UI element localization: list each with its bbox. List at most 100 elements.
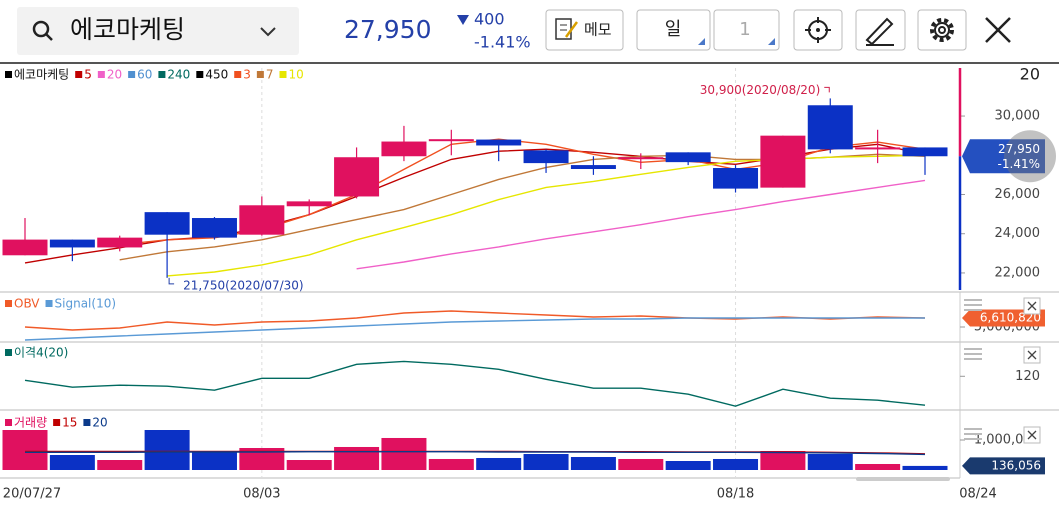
panel-close-icon <box>1027 301 1037 311</box>
legend-swatch <box>75 71 83 78</box>
legend-label: 3 <box>243 68 251 82</box>
crosshair-dot <box>816 28 820 32</box>
corner-label: 20 <box>1020 65 1040 84</box>
x-tick-label: 08/24 <box>959 487 996 502</box>
y-tick-label: 24,000 <box>995 226 1041 241</box>
legend-swatch <box>256 71 264 78</box>
legend-swatch <box>5 300 12 307</box>
candle-body <box>807 105 853 150</box>
candle-body <box>428 139 474 142</box>
x-tick-label: 08/18 <box>717 487 754 502</box>
current-value-tag <box>962 457 1045 475</box>
low-annotation: 21,750(2020/07/30) <box>183 278 304 292</box>
gear-teeth <box>930 18 954 42</box>
price-change-pct: -1.41% <box>474 33 531 52</box>
candle-body <box>570 165 616 169</box>
moving-average-line <box>356 179 926 270</box>
stock-name: 에코마케팅 <box>70 15 185 44</box>
legend-label: 5 <box>84 68 92 82</box>
scrollbar[interactable] <box>856 477 950 481</box>
candle-body <box>713 168 759 189</box>
pen-icon <box>865 17 894 46</box>
gear-icon <box>934 22 950 38</box>
high-annotation-arrow <box>824 86 830 93</box>
volume-bar <box>807 454 853 470</box>
price-change: 400 <box>474 10 505 29</box>
legend-label: 450 <box>205 68 228 82</box>
legend-label: 7 <box>266 68 274 82</box>
legend-swatch <box>5 349 12 356</box>
settings-button[interactable] <box>917 9 967 51</box>
search-box[interactable] <box>17 7 299 55</box>
dropdown-chevron[interactable] <box>260 27 276 37</box>
panel-menu-icon <box>964 299 982 311</box>
legend-label: 240 <box>167 68 190 82</box>
candle-body <box>49 239 95 248</box>
indicator-line <box>24 317 925 341</box>
volume-bar <box>855 463 901 470</box>
x-tick-label: 20/07/27 <box>3 487 61 502</box>
volume-bar <box>713 458 759 470</box>
indicator-line <box>24 360 926 407</box>
legend-swatch <box>53 419 61 426</box>
legend-label: 에코마케팅 <box>14 68 69 82</box>
legend-swatch <box>128 71 136 78</box>
legend-label: Signal(10) <box>55 297 117 311</box>
legend-label: 이격4(20) <box>14 346 68 360</box>
close-button[interactable] <box>985 17 1011 43</box>
crosshair-ticks <box>805 17 831 43</box>
volume-bar <box>523 454 569 470</box>
volume-bar <box>49 454 95 470</box>
volume-bar <box>618 458 664 470</box>
candle-body <box>2 239 48 256</box>
high-annotation: 30,900(2020/08/20) <box>700 83 821 97</box>
period-count-button[interactable] <box>713 9 780 51</box>
volume-bar <box>902 465 948 470</box>
memo-button[interactable] <box>545 9 624 51</box>
candle-body <box>665 152 711 163</box>
volume-bar <box>760 451 806 470</box>
candle-body <box>381 141 427 157</box>
volume-bar <box>570 457 616 470</box>
volume-bar <box>144 430 190 470</box>
volume-bar <box>286 460 332 470</box>
legend-swatch <box>45 300 53 307</box>
panel-menu-icon <box>964 348 982 360</box>
legend-label: 20 <box>107 68 122 82</box>
volume-bar <box>665 460 711 470</box>
volume-bar <box>191 451 237 470</box>
legend-swatch <box>196 71 204 78</box>
legend-swatch <box>279 71 287 78</box>
indicator-line <box>24 310 926 331</box>
volume-bar <box>476 457 522 470</box>
volume-bar <box>428 458 474 470</box>
y-tick-label: 22,000 <box>995 265 1041 280</box>
legend-swatch <box>234 71 242 78</box>
candle-body <box>523 150 569 164</box>
panel-close-icon <box>1027 430 1037 440</box>
legend-label: OBV <box>14 297 40 311</box>
candle-body <box>97 237 143 248</box>
volume-bar <box>239 448 285 470</box>
low-annotation-arrow <box>168 277 175 285</box>
y-tick-label: 30,000 <box>995 109 1041 124</box>
y-tick-label: 120 <box>1015 369 1040 384</box>
period-button[interactable] <box>636 9 711 51</box>
period-label: 일 <box>665 19 682 40</box>
panel-close-icon <box>1027 350 1037 360</box>
volume-bar <box>334 446 380 470</box>
candle-body <box>476 139 522 146</box>
volume-average-line <box>25 451 926 456</box>
current-price-tag <box>962 139 1045 174</box>
legend-label: 거래량 <box>14 416 47 430</box>
panel-menu-icon <box>964 428 982 440</box>
candle-body <box>760 135 806 188</box>
candle-body <box>239 205 285 235</box>
legend-label: 15 <box>62 416 77 430</box>
x-tick-label: 08/03 <box>243 487 280 502</box>
y-tick-label: 26,000 <box>995 187 1041 202</box>
candle-body <box>144 212 190 235</box>
legend-swatch <box>5 71 12 78</box>
legend-swatch <box>158 71 166 78</box>
